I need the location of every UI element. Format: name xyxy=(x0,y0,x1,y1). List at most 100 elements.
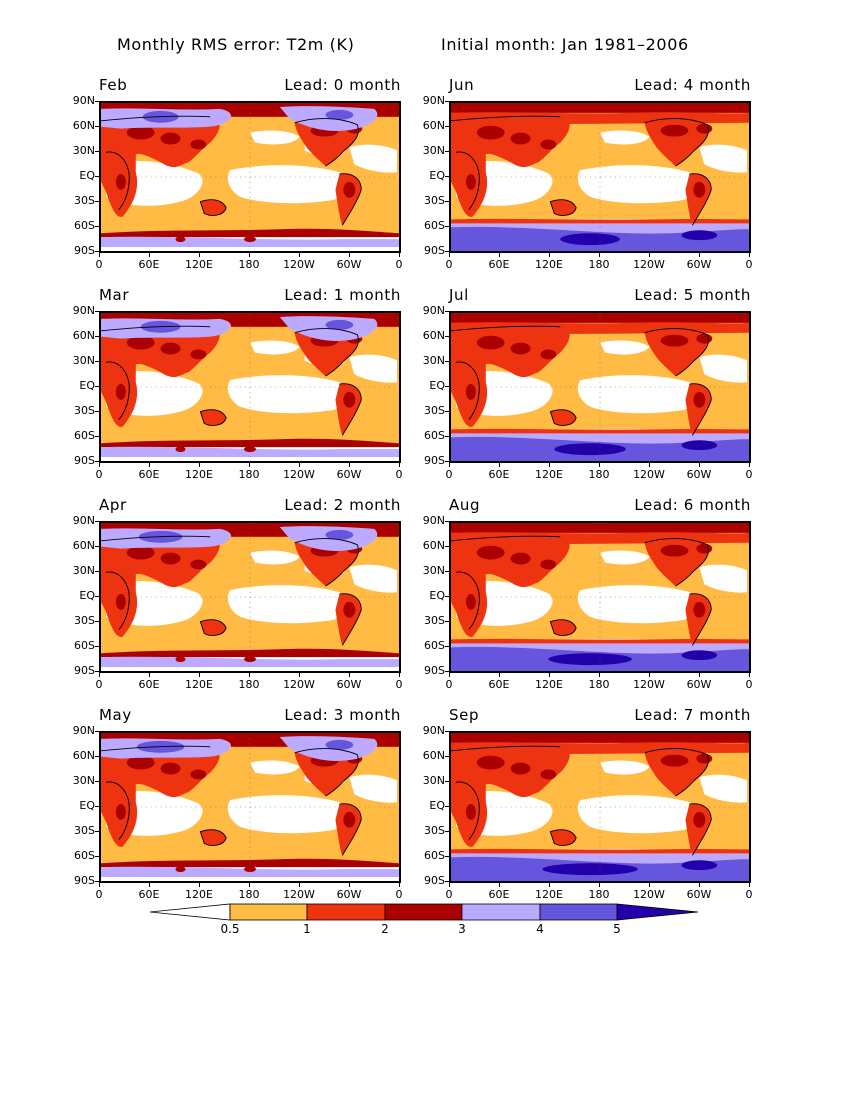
low-error-region xyxy=(227,165,346,204)
lon-tick-label: 60E xyxy=(138,888,160,901)
lon-tick-mark xyxy=(149,253,150,257)
low-error-region xyxy=(349,774,398,803)
lon-tick-mark xyxy=(299,673,300,677)
lon-tick-label: 120E xyxy=(185,678,213,691)
antarctic-peak-error xyxy=(681,650,718,661)
lat-tick-mark xyxy=(445,731,449,732)
low-error-region xyxy=(227,795,346,834)
lat-tick-mark xyxy=(95,521,99,522)
lon-tick-mark xyxy=(199,253,200,257)
lat-tick-mark xyxy=(95,386,99,387)
map-panel: Jul Lead: 5 month 90N 60N 30N EQ 30S 60S 90S 0 60E… xyxy=(423,286,753,481)
lat-tick-mark xyxy=(95,806,99,807)
lat-tick-label: 60N xyxy=(72,329,95,342)
lon-tick-mark xyxy=(599,253,600,257)
lon-tick-label: 120W xyxy=(633,888,665,901)
lat-tick-label: 60S xyxy=(74,429,95,442)
lat-tick-mark xyxy=(95,411,99,412)
error-field xyxy=(451,733,749,881)
lon-tick-mark xyxy=(649,883,650,887)
continent-eurasia-africa xyxy=(451,746,570,847)
continent-australia xyxy=(550,829,577,846)
lon-tick-label: 60W xyxy=(686,258,712,271)
high-error-spot xyxy=(693,811,706,828)
low-error-region xyxy=(699,774,748,803)
lat-tick-label: EQ xyxy=(79,379,95,392)
colorbar-segment-0.5-1 xyxy=(229,903,308,921)
colorbar-label: 1 xyxy=(303,922,311,936)
lat-tick-mark xyxy=(95,226,99,227)
lat-tick-mark xyxy=(95,646,99,647)
lat-tick-label: 90S xyxy=(74,664,95,677)
lat-tick-mark xyxy=(95,781,99,782)
panel-month-title: Aug xyxy=(449,496,481,514)
map-panel: Jun Lead: 4 month 90N 60N 30N EQ 30S 60S 90S 0 60E… xyxy=(423,76,753,271)
map-frame xyxy=(449,521,751,673)
panel-lead-label: Lead: 5 month xyxy=(634,286,751,304)
antarctic-peak-error xyxy=(548,653,632,666)
high-error-spot xyxy=(540,139,557,150)
map-frame xyxy=(99,101,401,253)
lon-tick-mark xyxy=(599,673,600,677)
continent-south-america xyxy=(335,803,362,856)
lon-tick-label: 60W xyxy=(336,888,362,901)
lat-tick-label: EQ xyxy=(79,589,95,602)
lon-tick-label: 120E xyxy=(185,468,213,481)
lat-tick-label: 30S xyxy=(424,194,445,207)
lat-tick-label: 30N xyxy=(422,564,445,577)
high-error-spot xyxy=(696,123,713,134)
lon-tick-label: 0 xyxy=(95,258,103,271)
map-field xyxy=(451,733,749,881)
panel-month-title: Feb xyxy=(99,76,128,94)
high-error-spot xyxy=(343,601,356,618)
lon-tick-label: 180 xyxy=(238,888,260,901)
arctic-band xyxy=(451,523,749,533)
low-error-region xyxy=(250,760,300,775)
lon-tick-label: 0 xyxy=(445,888,453,901)
lon-tick-mark xyxy=(399,253,400,257)
southern-ocean-band xyxy=(101,648,399,658)
high-error-spot xyxy=(510,132,531,145)
lat-tick-mark xyxy=(95,856,99,857)
high-error-spot xyxy=(660,544,689,557)
lat-tick-mark xyxy=(445,201,449,202)
lat-tick-label: 90N xyxy=(72,724,95,737)
southern-ocean-band xyxy=(451,848,749,854)
low-error-region xyxy=(600,340,650,355)
lon-tick-label: 60E xyxy=(488,468,510,481)
map-field xyxy=(451,313,749,461)
high-error-spot xyxy=(476,125,505,140)
lon-tick-label: 120W xyxy=(633,258,665,271)
lon-tick-label: 60E xyxy=(488,258,510,271)
error-field xyxy=(451,313,749,461)
lat-tick-mark xyxy=(445,361,449,362)
high-error-spot xyxy=(126,335,155,350)
lon-tick-label: 60W xyxy=(336,678,362,691)
colorbar-segment-1-2 xyxy=(306,903,386,921)
lon-tick-mark xyxy=(99,253,100,257)
high-error-spot xyxy=(540,559,557,570)
lon-tick-label: 60E xyxy=(488,888,510,901)
lon-tick-mark xyxy=(449,673,450,677)
lon-tick-mark xyxy=(499,463,500,467)
lon-tick-label: 120E xyxy=(185,888,213,901)
lon-tick-mark xyxy=(549,673,550,677)
lat-tick-label: 90N xyxy=(72,514,95,527)
lat-tick-label: 90S xyxy=(74,454,95,467)
lon-tick-mark xyxy=(449,253,450,257)
map-field xyxy=(451,103,749,251)
lon-tick-mark xyxy=(749,883,750,887)
figure-subtitle: Initial month: Jan 1981–2006 xyxy=(441,35,689,54)
map-field xyxy=(101,523,399,671)
lat-tick-mark xyxy=(445,831,449,832)
panel-lead-label: Lead: 3 month xyxy=(284,706,401,724)
high-error-spot xyxy=(540,769,557,780)
lat-tick-mark xyxy=(445,461,449,462)
continent-south-america xyxy=(685,173,712,226)
lat-tick-mark xyxy=(95,671,99,672)
lon-tick-label: 180 xyxy=(238,258,260,271)
low-error-region xyxy=(600,130,650,145)
arctic-band xyxy=(451,733,749,743)
lon-tick-label: 0 xyxy=(745,888,753,901)
lat-tick-mark xyxy=(95,731,99,732)
